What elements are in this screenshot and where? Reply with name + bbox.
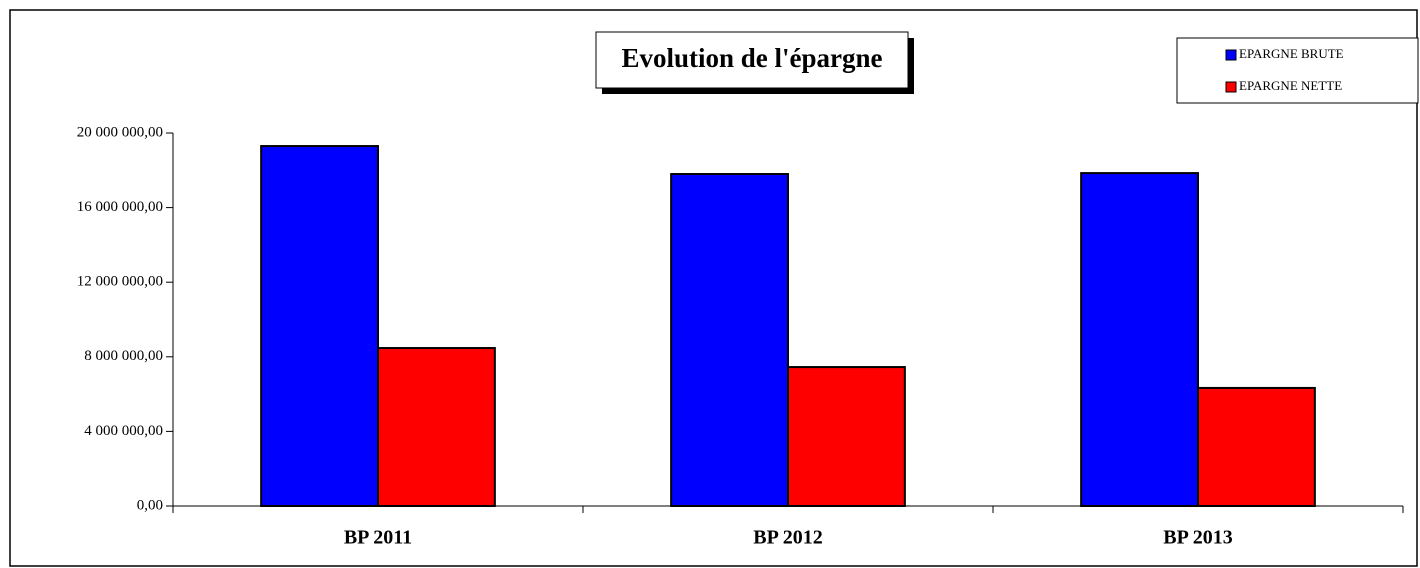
y-tick-label: 8 000 000,00 [84, 348, 163, 364]
legend-label: EPARGNE NETTE [1239, 78, 1342, 93]
bar [1197, 386, 1316, 507]
y-tick-label: 0,00 [137, 497, 163, 513]
chart-title: Evolution de l'épargne [621, 43, 882, 73]
y-tick-label: 20 000 000,00 [77, 124, 163, 140]
bar [377, 347, 496, 507]
y-tick-label: 16 000 000,00 [77, 199, 163, 215]
bar [1080, 172, 1200, 507]
legend-swatch [1225, 49, 1237, 61]
legend-label: EPARGNE BRUTE [1239, 46, 1344, 61]
x-tick-label: BP 2012 [753, 527, 822, 549]
title-box [595, 31, 909, 89]
y-tick-label: 4 000 000,00 [84, 423, 163, 439]
legend-box [1176, 37, 1419, 104]
x-tick-label: BP 2011 [344, 527, 412, 549]
legend-swatch [1225, 81, 1237, 93]
x-tick-label: BP 2013 [1163, 527, 1232, 549]
bar [787, 366, 906, 507]
bar [260, 145, 379, 507]
y-tick-label: 12 000 000,00 [77, 274, 163, 290]
bar [670, 173, 790, 507]
